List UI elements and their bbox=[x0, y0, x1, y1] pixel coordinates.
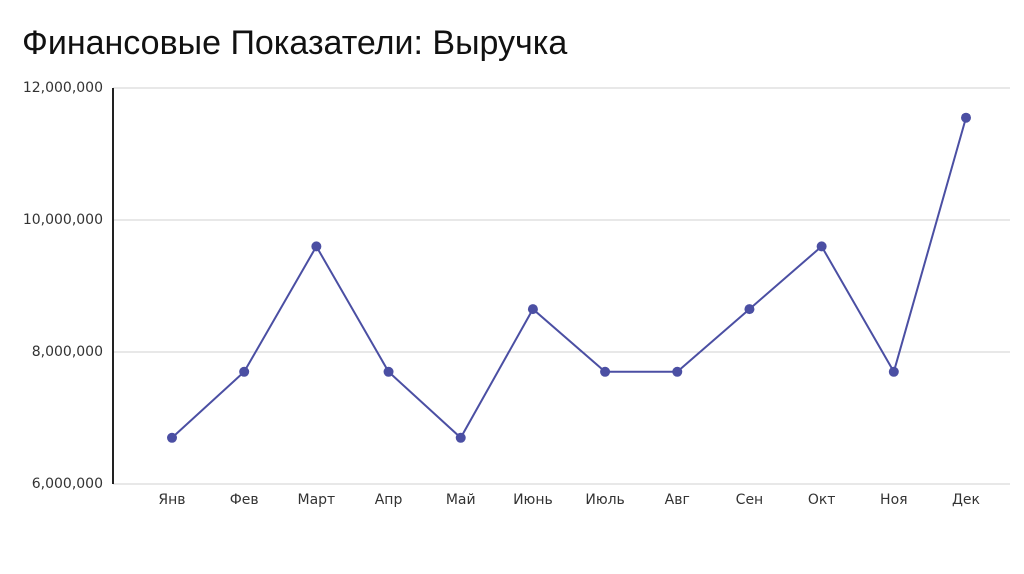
point bbox=[527, 304, 538, 315]
x-tick-label: Июнь bbox=[513, 492, 553, 508]
point bbox=[600, 366, 611, 377]
x-tick-label: Апр bbox=[375, 492, 403, 508]
x-tick-label: Окт bbox=[808, 492, 836, 508]
x-tick-label: Июль bbox=[585, 492, 624, 508]
point bbox=[888, 366, 899, 377]
chart-title: Финансовые Показатели: Выручка bbox=[22, 24, 567, 62]
x-tick-label: Дек bbox=[952, 492, 980, 508]
x-tick-label: Сен bbox=[736, 492, 764, 508]
point bbox=[961, 112, 971, 123]
x-tick-label: Фев bbox=[230, 492, 259, 508]
x-tick-label: Ноя bbox=[880, 492, 908, 508]
y-tick-label: 8,000,000 bbox=[32, 344, 103, 360]
x-tick-label: Авг bbox=[665, 492, 690, 508]
x-tick-label: Май bbox=[446, 492, 476, 508]
point bbox=[167, 432, 177, 443]
y-tick-label: 6,000,000 bbox=[32, 476, 103, 492]
point bbox=[744, 304, 755, 315]
y-tick-label: 12,000,000 bbox=[23, 80, 103, 96]
y-tick-label: 10,000,000 bbox=[23, 212, 103, 228]
point bbox=[383, 366, 394, 377]
point bbox=[239, 366, 250, 377]
x-tick-label: Март bbox=[298, 492, 336, 508]
point bbox=[455, 432, 466, 443]
point bbox=[672, 366, 683, 377]
point bbox=[311, 241, 322, 252]
line bbox=[171, 117, 967, 440]
point bbox=[816, 241, 827, 252]
x-tick-label: Янв bbox=[158, 492, 185, 508]
